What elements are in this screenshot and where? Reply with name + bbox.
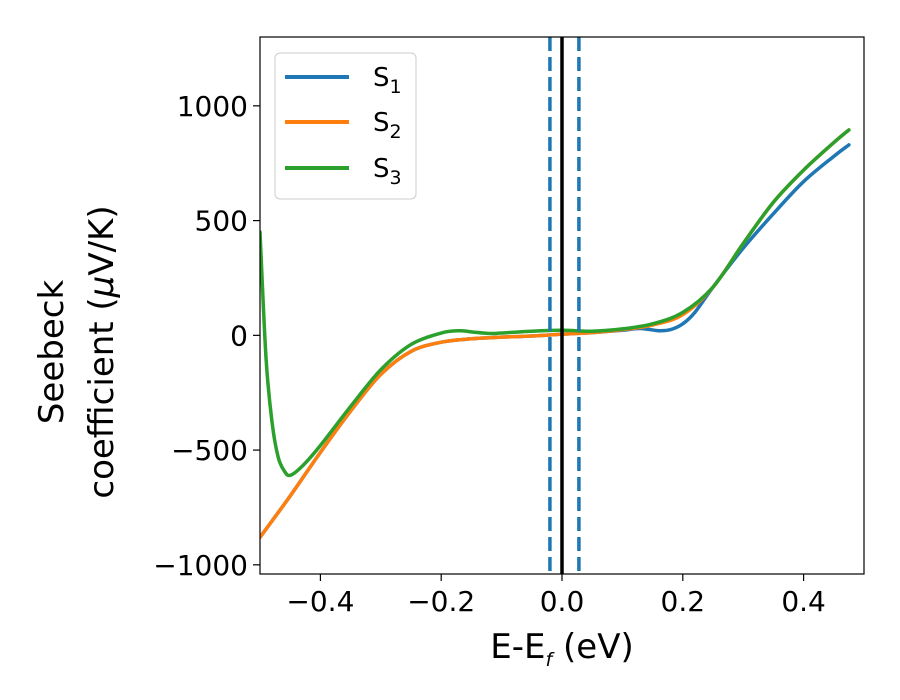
legend-label-s1-sub: 1 — [390, 76, 402, 98]
vline-layer — [548, 37, 581, 574]
x-axis-ticks: −0.4 −0.2 0.0 0.2 0.4 — [286, 574, 826, 618]
legend: S1 S2 S3 — [274, 52, 417, 200]
legend-box — [274, 52, 417, 200]
y-tick-label: 500 — [195, 205, 248, 238]
y-axis-label-suffix: V/K) — [82, 205, 122, 275]
x-axis-label: E-Ef (eV) — [490, 627, 633, 671]
legend-label-s2-main: S — [373, 108, 390, 138]
y-axis-label-line2: coefficient (μV/K) — [82, 205, 122, 498]
x-axis-label-sub: f — [546, 649, 556, 671]
x-tick-label: −0.2 — [407, 585, 475, 618]
y-axis-label-prefix: coefficient ( — [82, 297, 122, 498]
y-axis-label: Seebeck coefficient (μV/K) — [32, 205, 122, 498]
legend-label-s2-sub: 2 — [390, 121, 402, 143]
x-tick-label: −0.4 — [286, 585, 354, 618]
x-tick-label: 0.0 — [540, 585, 585, 618]
legend-label-s3-main: S — [373, 154, 390, 184]
legend-label-s3: S3 — [373, 154, 402, 189]
x-tick-label: 0.4 — [781, 585, 826, 618]
y-axis-label-line1: Seebeck — [32, 280, 72, 425]
legend-label-s2: S2 — [373, 108, 402, 143]
x-tick-label: 0.2 — [661, 585, 706, 618]
y-tick-label: 1000 — [177, 90, 248, 123]
x-axis-label-rest: (eV) — [552, 627, 634, 667]
x-axis-label-main: E-E — [490, 627, 545, 667]
legend-label-s3-sub: 3 — [390, 167, 402, 189]
y-axis-label-mu: μ — [82, 276, 122, 299]
y-axis-ticks: −1000 −500 0 500 1000 — [153, 90, 260, 582]
series-line-s3 — [260, 128, 851, 478]
y-tick-label: −1000 — [153, 549, 248, 582]
legend-label-s1: S1 — [373, 63, 402, 98]
legend-label-s1-main: S — [373, 63, 390, 93]
y-tick-label: 0 — [230, 319, 248, 352]
y-tick-label: −500 — [171, 434, 248, 467]
